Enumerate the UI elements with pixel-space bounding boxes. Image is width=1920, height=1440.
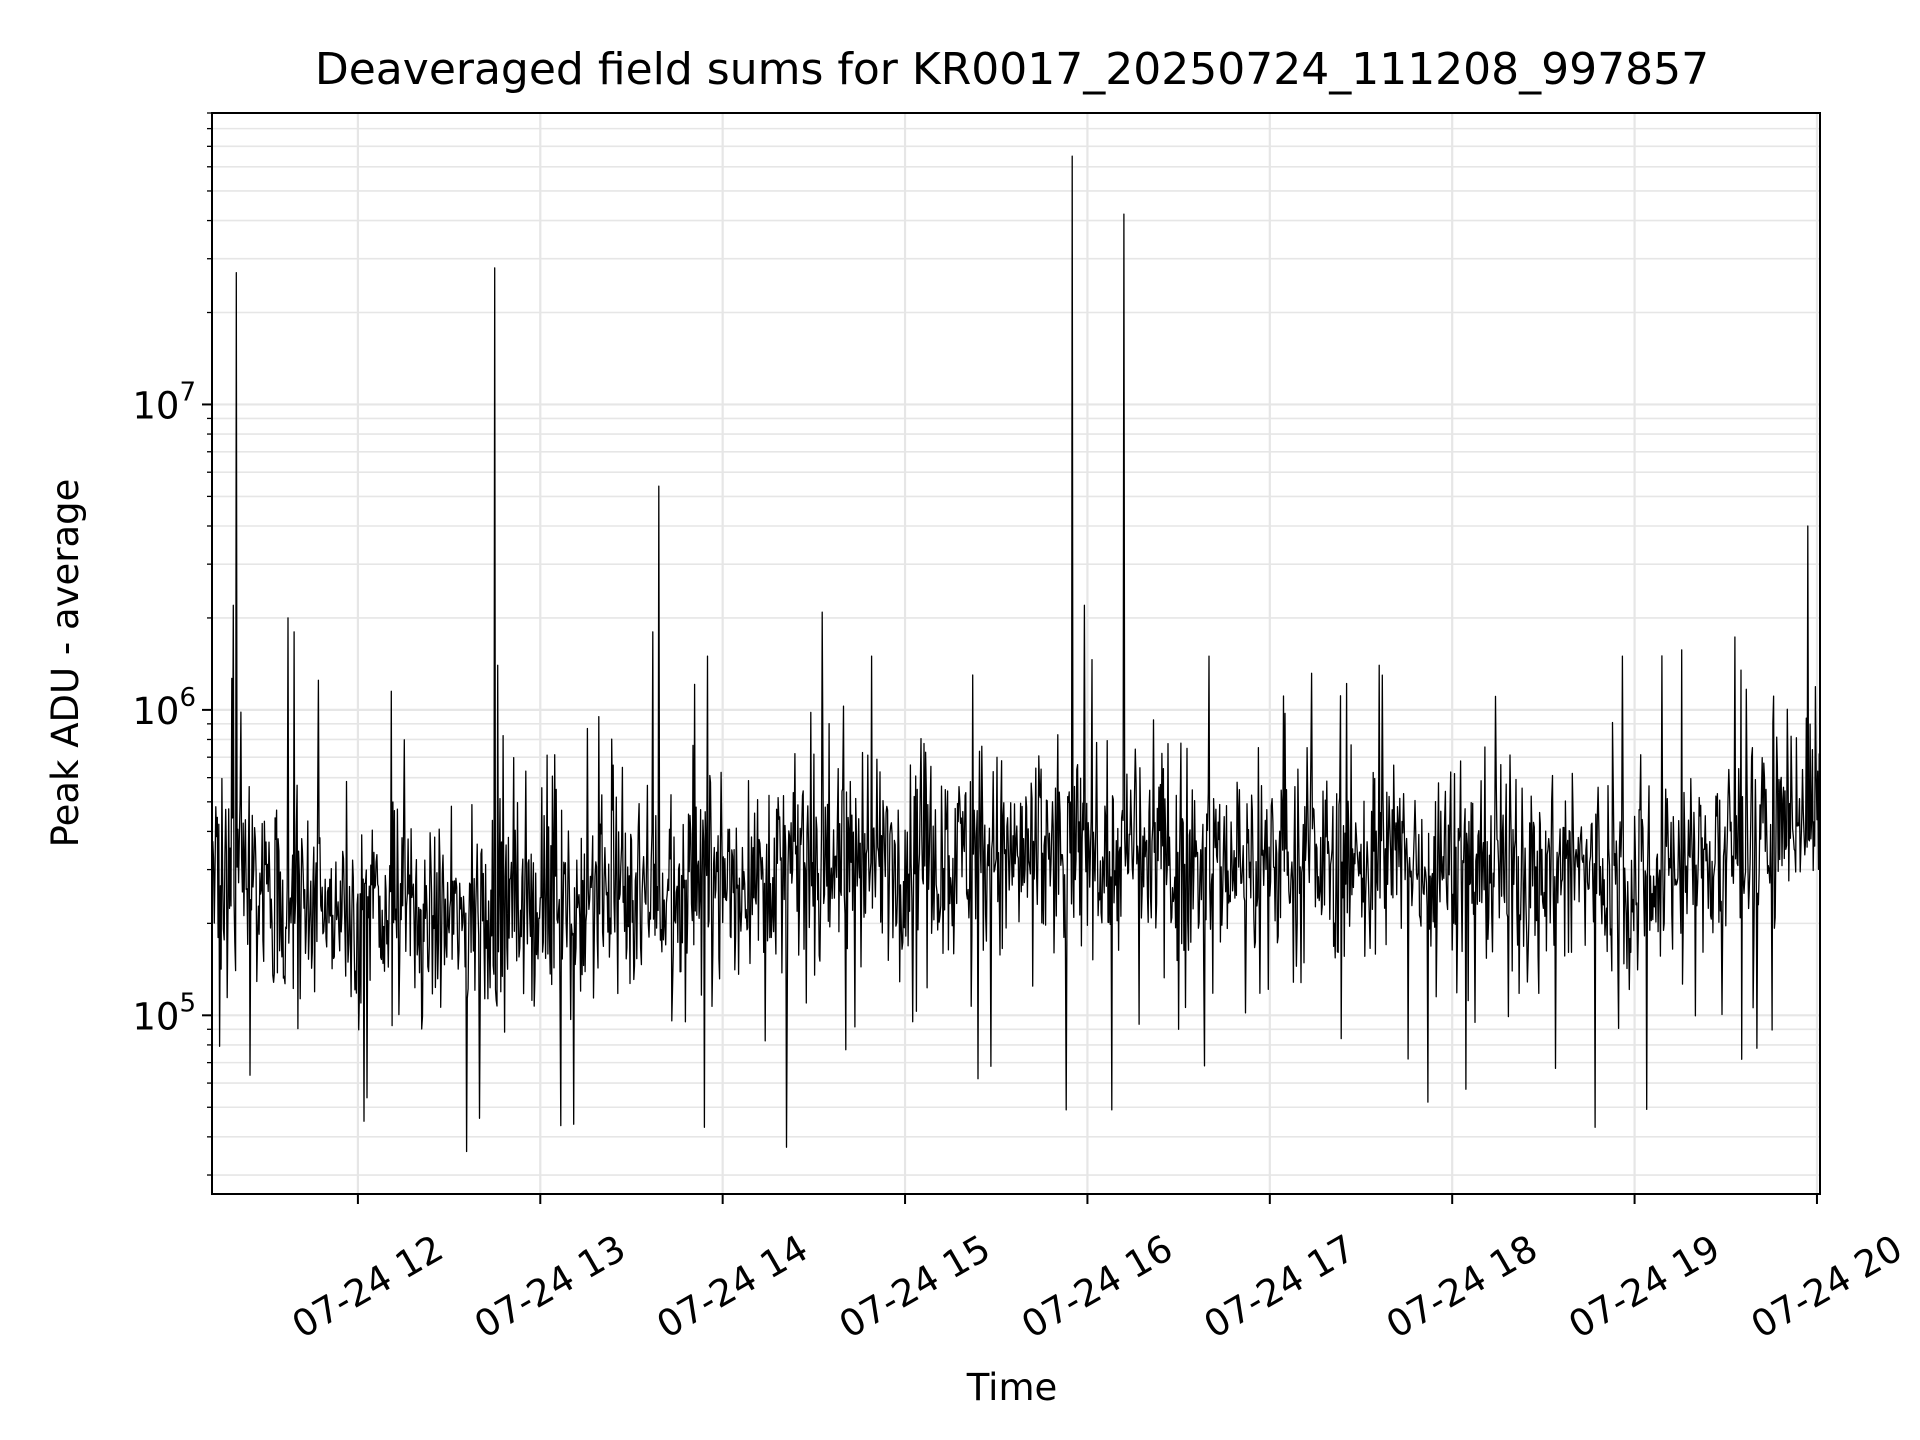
chart-title: Deaveraged field sums for KR0017_2025072… <box>315 44 1709 95</box>
x-axis: 07-24 12 07-24 13 07-24 14 07-24 15 07-24 16… <box>285 1194 1910 1347</box>
x-tick-label: 07-24 16 <box>1014 1227 1180 1347</box>
x-tick-label: 07-24 18 <box>1379 1227 1545 1347</box>
series-layer <box>211 155 1821 1153</box>
x-tick-label: 07-24 17 <box>1197 1227 1363 1347</box>
grid <box>212 112 1820 1194</box>
y-tick-label: 107 <box>132 377 196 427</box>
y-tick-label: 106 <box>132 683 196 733</box>
x-axis-label: Time <box>966 1366 1058 1409</box>
series-line <box>211 155 1821 1153</box>
plot-frame <box>211 112 1821 1195</box>
x-tick-label: 07-24 14 <box>650 1227 816 1347</box>
x-tick-label: 07-24 20 <box>1744 1227 1910 1347</box>
x-tick-label: 07-24 13 <box>467 1227 633 1347</box>
y-tick-label: 105 <box>132 988 196 1038</box>
y-axis: 105 106 107 <box>132 112 212 1176</box>
x-tick-label: 07-24 19 <box>1562 1227 1728 1347</box>
y-axis-label: Peak ADU - average <box>44 479 87 848</box>
x-tick-label: 07-24 12 <box>285 1227 451 1347</box>
x-tick-label: 07-24 15 <box>832 1227 998 1347</box>
